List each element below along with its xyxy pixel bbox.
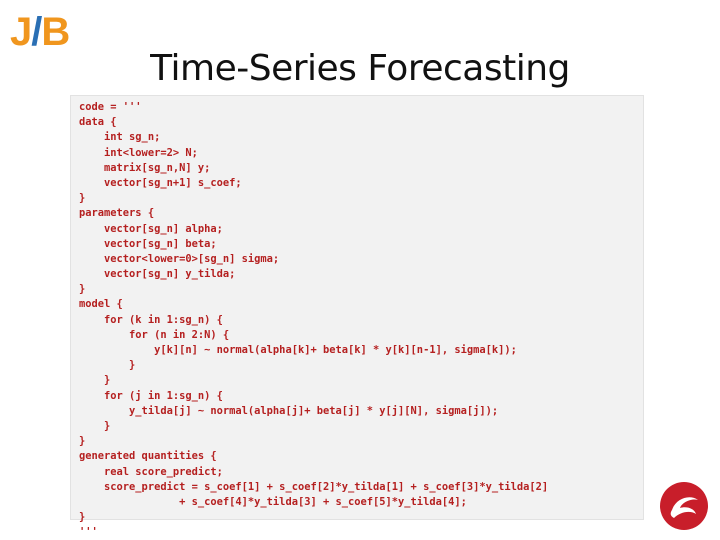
code-line: vector[sg_n+1] s_coef; [79, 176, 242, 189]
code-line: model { [79, 298, 123, 311]
slide-title: Time-Series Forecasting [150, 48, 570, 89]
code-line: int<lower=2> N; [79, 146, 198, 159]
code-line: } [79, 435, 86, 448]
code-line: vector[sg_n] y_tilda; [79, 268, 236, 281]
code-box: code = ''' data { int sg_n; int<lower=2> … [70, 95, 644, 538]
code-line: parameters { [79, 207, 155, 220]
code-block: code = ''' data { int sg_n; int<lower=2> … [79, 100, 548, 540]
code-line: for (n in 2:N) { [79, 328, 230, 341]
code-line: int sg_n; [79, 131, 161, 144]
logo-slash: / [31, 10, 42, 54]
code-line: } [79, 359, 136, 372]
code-line: + s_coef[4]*y_tilda[3] + s_coef[5]*y_til… [79, 495, 467, 508]
jb-logo-icon: J/B [10, 10, 70, 54]
code-line: for (k in 1:sg_n) { [79, 313, 223, 326]
code-line: vector[sg_n] beta; [79, 237, 217, 250]
code-line: vector[sg_n] alpha; [79, 222, 223, 235]
code-line: real score_predict; [79, 465, 223, 478]
logo-b: B [41, 10, 70, 54]
code-line: code = ''' [79, 101, 142, 113]
code-line: matrix[sg_n,N] y; [79, 161, 211, 174]
code-line: } [79, 283, 86, 296]
code-line: generated quantities { [79, 450, 217, 463]
code-line: score_predict = s_coef[1] + s_coef[2]*y_… [79, 480, 549, 493]
code-line: y_tilda[j] ~ normal(alpha[j]+ beta[j] * … [79, 404, 499, 417]
logo-j: J [10, 10, 32, 54]
code-line: } [79, 374, 111, 387]
code-line: } [79, 511, 86, 524]
code-line: } [79, 419, 111, 432]
code-line: ''' [79, 526, 98, 539]
code-line: vector<lower=0>[sg_n] sigma; [79, 252, 280, 265]
code-line: } [79, 192, 86, 205]
code-line: data { [79, 116, 117, 129]
red-swirl-logo-icon [660, 482, 708, 530]
code-line: y[k][n] ~ normal(alpha[k]+ beta[k] * y[k… [79, 344, 517, 356]
code-line: for (j in 1:sg_n) { [79, 389, 223, 402]
